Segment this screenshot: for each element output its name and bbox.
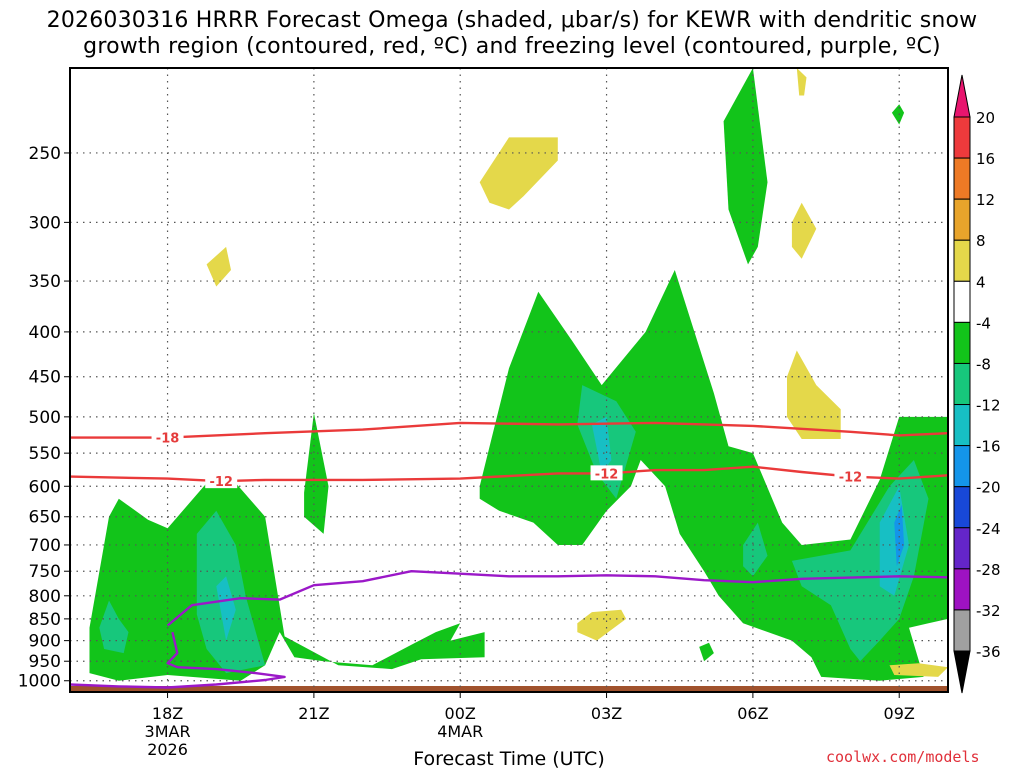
colorbar-segment-11 (953, 568, 971, 611)
colorbar-label-9: -20 (976, 479, 1001, 497)
colorbar-segment-7 (953, 404, 971, 447)
colorbar-segment-0 (953, 116, 971, 159)
colorbar-label-11: -28 (976, 561, 1001, 579)
colorbar-label-8: -16 (976, 438, 1001, 456)
x-tick-label-00Z-0: 00Z (445, 704, 476, 723)
omega-region-21 (889, 663, 948, 677)
contour-label-0-0: -18 (156, 432, 180, 447)
y-tick-label-750: 750 (29, 562, 61, 582)
x-axis-title: Forecast Time (UTC) (413, 748, 604, 768)
y-tick-label-950: 950 (29, 652, 61, 672)
y-tick-label-250: 250 (29, 144, 61, 164)
colorbar-label-0: 20 (976, 109, 995, 127)
omega-region-3 (699, 642, 714, 662)
omega-region-20 (577, 609, 627, 641)
colorbar-segment-9 (953, 486, 971, 529)
omega-region-18 (791, 202, 817, 259)
omega-region-1 (304, 413, 329, 534)
omega-region-8 (196, 510, 266, 674)
colorbar-label-10: -24 (976, 520, 1001, 538)
contour-3 (69, 631, 286, 689)
omega-region-15 (479, 137, 558, 210)
colorbar-segment-5 (953, 321, 971, 364)
y-tick-label-500: 500 (29, 408, 61, 428)
contour-label-1-2: -12 (839, 471, 863, 486)
omega-region-12 (216, 576, 236, 641)
contour-0 (70, 421, 949, 439)
contour-label-1-1: -12 (595, 467, 619, 482)
colorbar-segment-3 (953, 239, 971, 282)
colorbar-label-5: -4 (976, 314, 991, 332)
omega-region-0 (89, 483, 485, 681)
colorbar-segment-6 (953, 362, 971, 406)
colorbar-top-arrow (953, 74, 971, 118)
colorbar-segment-12 (953, 609, 971, 652)
y-tick-label-450: 450 (29, 368, 61, 388)
contour-label-bg-0-0 (151, 429, 184, 445)
omega-region-4 (723, 68, 768, 265)
y-tick-label-800: 800 (29, 587, 61, 607)
contours: -18 -12 -12 -12 (69, 421, 949, 689)
y-tick-label-350: 350 (29, 272, 61, 292)
omega-region-17 (796, 68, 807, 96)
contour-label-bg-1-2 (834, 468, 867, 484)
y-tick-label-650: 650 (29, 508, 61, 528)
colorbar-bottom-arrow (953, 650, 971, 694)
y-tick-label-900: 900 (29, 632, 61, 652)
chart-title-line-2: growth region (contoured, red, ºC) and f… (83, 34, 941, 59)
x-tick-label-06Z-0: 06Z (737, 704, 768, 723)
omega-region-5 (891, 104, 905, 125)
colorbar-segment-1 (953, 157, 971, 200)
chart-title: 2026030316 HRRR Forecast Omega (shaded, … (0, 8, 1024, 60)
y-tick-label-400: 400 (29, 323, 61, 343)
y-tick-label-300: 300 (29, 213, 61, 233)
colorbar-label-3: 8 (976, 232, 986, 250)
colorbar-label-12: -32 (976, 602, 1001, 620)
colorbar-segment-4 (953, 280, 971, 323)
omega-region-9 (743, 522, 768, 577)
y-tick-label-700: 700 (29, 536, 61, 556)
x-tick-label-21Z-0: 21Z (298, 704, 329, 723)
y-tick-label-550: 550 (29, 444, 61, 464)
colorbar-segment-10 (953, 527, 971, 570)
omega-region-14 (894, 504, 905, 567)
colorbar: 20 16 12 8 4 -4 -8 -12 -16 -20 -24 -28 -32 -36 (953, 74, 1001, 694)
x-tick-label-03Z-0: 03Z (591, 704, 622, 723)
x-tick-label-18Z-1: 3MAR (145, 722, 191, 741)
colorbar-label-4: 4 (976, 273, 986, 291)
colorbar-label-13: -36 (976, 643, 1001, 661)
chart-title-line-1: 2026030316 HRRR Forecast Omega (shaded, … (46, 8, 978, 33)
colorbar-label-6: -8 (976, 355, 991, 373)
omega-region-19 (787, 350, 841, 439)
colorbar-segment-2 (953, 198, 971, 241)
contour-label-bg-1-0 (205, 473, 238, 489)
y-tick-label-600: 600 (29, 477, 61, 497)
y-tick-label-850: 850 (29, 610, 61, 630)
colorbar-segment-8 (953, 445, 971, 488)
x-tick-label-00Z-1: 4MAR (437, 722, 483, 741)
x-tick-label-09Z-0: 09Z (884, 704, 915, 723)
contour-label-bg-1-1 (590, 465, 623, 481)
contour-2 (166, 570, 949, 627)
y-tick-label-1000: 1000 (18, 672, 61, 692)
plot-frame (69, 67, 949, 693)
y-axis: 2503003504004505005506006507007508008509… (18, 144, 70, 692)
grid (70, 68, 948, 692)
x-tick-label-18Z-0: 18Z (152, 704, 183, 723)
ground-strip (70, 686, 948, 693)
colorbar-label-7: -12 (976, 397, 1001, 415)
colorbar-label-1: 16 (976, 150, 995, 168)
contour-label-1-0: -12 (209, 475, 233, 490)
credit-text: coolwx.com/models (826, 748, 980, 766)
omega-region-7 (99, 600, 129, 654)
x-tick-label-18Z-2: 2026 (147, 740, 188, 759)
omega-region-16 (206, 246, 231, 287)
colorbar-label-2: 12 (976, 191, 995, 209)
